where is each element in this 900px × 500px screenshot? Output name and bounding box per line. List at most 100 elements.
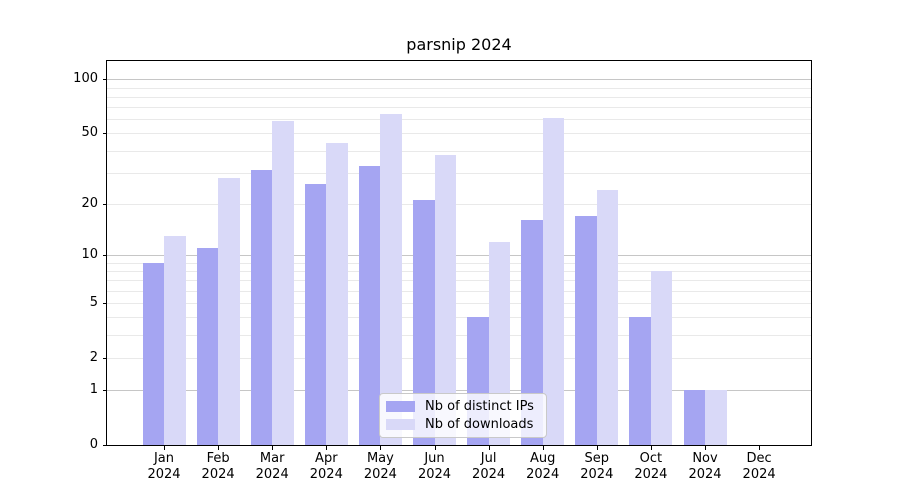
bar-downloads-aug bbox=[542, 117, 565, 445]
legend-item-downloads: Nb of downloads bbox=[386, 417, 538, 432]
x-tick-label-year: 2024 bbox=[417, 467, 452, 482]
x-tick-label-month: Mar bbox=[259, 451, 285, 466]
x-tick-label: Jul 2024 bbox=[457, 451, 521, 483]
y-tick-label: 1 bbox=[89, 382, 98, 398]
bar-downloads-sep bbox=[596, 189, 619, 445]
x-tick-label: May 2024 bbox=[348, 451, 412, 483]
x-tick-label-year: 2024 bbox=[147, 467, 181, 482]
gridline-minor bbox=[107, 317, 811, 319]
x-tick-label-year: 2024 bbox=[201, 467, 235, 482]
gridline-major bbox=[107, 79, 811, 81]
gridline-minor bbox=[107, 133, 811, 135]
gridline-minor bbox=[107, 290, 811, 292]
gridline-minor bbox=[107, 203, 811, 205]
x-tick-label-year: 2024 bbox=[580, 467, 614, 482]
x-tick-label: Aug 2024 bbox=[511, 451, 575, 483]
legend-label-distinct-ips: Nb of distinct IPs bbox=[425, 399, 534, 414]
x-tick-label-month: May bbox=[366, 451, 394, 466]
x-tick-label-month: Jun bbox=[424, 451, 445, 466]
gridline-minor bbox=[107, 96, 811, 98]
gridline-minor bbox=[107, 335, 811, 337]
x-tick-mark bbox=[218, 446, 220, 450]
x-tick-label-year: 2024 bbox=[309, 467, 343, 482]
x-tick-label: Nov 2024 bbox=[673, 451, 737, 483]
y-tick-label: 10 bbox=[81, 246, 98, 262]
x-tick-mark bbox=[488, 446, 490, 450]
legend-label-downloads: Nb of downloads bbox=[425, 417, 534, 432]
bar-downloads-feb bbox=[218, 178, 240, 445]
legend-swatch-distinct-ips-icon bbox=[386, 401, 415, 412]
x-tick-mark bbox=[272, 446, 274, 450]
chart-title: parsnip 2024 bbox=[406, 35, 512, 54]
x-tick-label-month: Nov bbox=[692, 451, 718, 466]
x-tick-mark bbox=[164, 446, 165, 450]
x-tick-label-year: 2024 bbox=[255, 467, 289, 482]
bar-downloads-may bbox=[380, 114, 402, 445]
x-tick-label-year: 2024 bbox=[526, 467, 560, 482]
y-tick-mark bbox=[103, 203, 107, 205]
y-tick-label: 50 bbox=[81, 125, 98, 141]
y-tick-mark bbox=[103, 79, 107, 81]
x-tick-label-month: Jul bbox=[480, 451, 497, 466]
x-tick-label-month: Feb bbox=[206, 451, 230, 466]
gridline-minor bbox=[107, 280, 811, 282]
bar-downloads-apr bbox=[326, 143, 348, 445]
bar-downloads-jan bbox=[164, 235, 186, 445]
x-tick-label: Jan 2024 bbox=[132, 451, 196, 483]
bar-downloads-nov bbox=[705, 390, 727, 445]
bar-distinct-ips-oct bbox=[629, 317, 651, 445]
bar-distinct-ips-jan bbox=[142, 262, 164, 445]
x-tick-mark bbox=[326, 446, 328, 450]
x-tick-label: Mar 2024 bbox=[240, 451, 304, 483]
bar-distinct-ips-nov bbox=[683, 390, 705, 445]
y-tick-mark bbox=[103, 133, 107, 135]
gridline-minor bbox=[107, 107, 811, 109]
bar-distinct-ips-aug bbox=[521, 220, 543, 445]
gridline-minor bbox=[107, 87, 811, 89]
gridline-minor bbox=[107, 150, 811, 152]
bar-distinct-ips-feb bbox=[196, 248, 219, 445]
x-tick-label: Jun 2024 bbox=[403, 451, 467, 483]
x-tick-mark bbox=[705, 446, 706, 450]
x-tick-label: Sep 2024 bbox=[565, 451, 629, 483]
y-tick-mark bbox=[103, 303, 107, 304]
x-tick-mark bbox=[542, 446, 544, 450]
x-tick-label-month: Apr bbox=[315, 451, 338, 466]
bar-distinct-ips-may bbox=[358, 165, 381, 445]
x-tick-mark bbox=[380, 446, 382, 450]
y-tick-mark bbox=[103, 254, 107, 256]
y-tick-mark bbox=[103, 445, 107, 446]
gridline-major bbox=[107, 390, 811, 392]
x-tick-label: Apr 2024 bbox=[294, 451, 358, 483]
gridline-minor bbox=[107, 172, 811, 174]
bar-distinct-ips-apr bbox=[304, 183, 327, 445]
gridline-minor bbox=[107, 119, 811, 121]
gridline-minor bbox=[107, 262, 811, 264]
y-tick-mark bbox=[103, 357, 107, 359]
x-tick-mark bbox=[759, 446, 761, 450]
x-tick-mark bbox=[650, 446, 652, 450]
gridline-major bbox=[107, 254, 811, 256]
x-tick-label-year: 2024 bbox=[363, 467, 397, 482]
gridline-minor bbox=[107, 357, 811, 359]
gridline-minor bbox=[107, 303, 811, 304]
x-tick-label: Dec 2024 bbox=[727, 451, 791, 483]
x-tick-mark bbox=[434, 446, 436, 450]
chart-legend: Nb of distinct IPs Nb of downloads bbox=[379, 393, 547, 438]
legend-item-distinct-ips: Nb of distinct IPs bbox=[386, 399, 538, 414]
x-tick-label: Oct 2024 bbox=[619, 451, 683, 483]
y-tick-label: 5 bbox=[89, 295, 98, 310]
bar-distinct-ips-jun bbox=[413, 200, 435, 445]
x-tick-label: Feb 2024 bbox=[186, 451, 250, 483]
y-tick-label: 100 bbox=[73, 71, 98, 87]
bar-downloads-jun bbox=[434, 154, 456, 445]
x-tick-label-month: Aug bbox=[529, 451, 556, 466]
bar-distinct-ips-mar bbox=[250, 170, 273, 445]
x-tick-label-month: Dec bbox=[746, 451, 772, 466]
bar-downloads-mar bbox=[272, 120, 294, 445]
x-tick-mark bbox=[596, 446, 598, 450]
x-tick-label-month: Oct bbox=[639, 451, 663, 466]
y-tick-label: 0 bbox=[89, 437, 98, 452]
y-tick-mark bbox=[103, 390, 107, 392]
